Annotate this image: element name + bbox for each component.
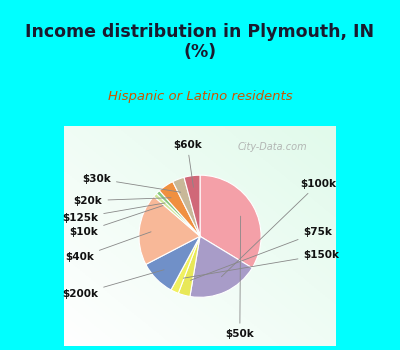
Text: $125k: $125k xyxy=(62,203,165,223)
Text: $40k: $40k xyxy=(65,232,151,262)
Text: $10k: $10k xyxy=(70,205,163,237)
Text: $30k: $30k xyxy=(82,174,181,192)
Wedge shape xyxy=(178,236,200,296)
Wedge shape xyxy=(190,236,252,297)
Text: $100k: $100k xyxy=(222,178,336,277)
Text: Hispanic or Latino residents: Hispanic or Latino residents xyxy=(108,90,292,103)
Wedge shape xyxy=(159,182,200,236)
Text: $200k: $200k xyxy=(62,270,164,299)
Wedge shape xyxy=(173,177,200,236)
Wedge shape xyxy=(146,236,200,290)
Wedge shape xyxy=(184,175,200,236)
Text: City-Data.com: City-Data.com xyxy=(237,142,307,152)
Text: $60k: $60k xyxy=(173,140,202,187)
Wedge shape xyxy=(171,236,200,293)
Wedge shape xyxy=(156,191,200,236)
Text: $75k: $75k xyxy=(190,227,332,280)
Text: $20k: $20k xyxy=(74,196,171,206)
Wedge shape xyxy=(200,175,261,268)
Text: $50k: $50k xyxy=(226,216,254,339)
Wedge shape xyxy=(154,194,200,236)
Wedge shape xyxy=(139,196,200,264)
Text: Income distribution in Plymouth, IN
(%): Income distribution in Plymouth, IN (%) xyxy=(26,23,374,62)
Text: $150k: $150k xyxy=(183,250,340,278)
